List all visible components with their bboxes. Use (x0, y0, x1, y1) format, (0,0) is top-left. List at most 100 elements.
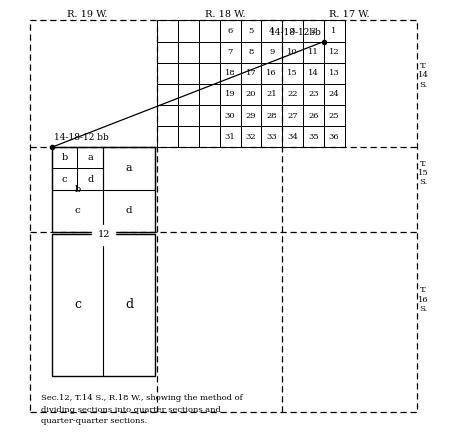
Bar (324, 63, 345, 84)
Text: 34: 34 (287, 133, 298, 141)
Text: d: d (126, 206, 133, 215)
Text: 4: 4 (269, 27, 274, 35)
Text: 12: 12 (97, 230, 110, 239)
Bar (77, 168, 104, 190)
Text: 18: 18 (225, 69, 235, 78)
Text: b: b (74, 185, 81, 194)
Text: 28: 28 (266, 112, 277, 120)
Text: 22: 22 (287, 90, 298, 98)
Text: 19: 19 (225, 90, 235, 98)
Text: 35: 35 (308, 133, 319, 141)
Bar (220, 20, 240, 42)
Text: T.
15
S.: T. 15 S. (418, 159, 428, 186)
Text: d: d (87, 174, 94, 184)
Bar (158, 105, 178, 126)
Bar (282, 42, 303, 63)
Text: 17: 17 (246, 69, 256, 78)
Bar (261, 105, 282, 126)
Text: R. 17 W.: R. 17 W. (329, 10, 370, 19)
Text: 9: 9 (269, 48, 274, 56)
Text: 24: 24 (329, 90, 339, 98)
Bar (52, 147, 155, 232)
Bar (324, 84, 345, 105)
Text: T.
16
S.: T. 16 S. (418, 286, 428, 313)
Text: 15: 15 (287, 69, 298, 78)
Text: a: a (88, 153, 93, 162)
Bar (52, 234, 155, 376)
Bar (240, 126, 261, 147)
Bar (52, 147, 104, 190)
Text: 27: 27 (287, 112, 298, 120)
Bar (240, 20, 261, 42)
Bar (282, 126, 303, 147)
Bar (303, 20, 324, 42)
Bar (261, 126, 282, 147)
Bar (199, 126, 220, 147)
Bar (261, 42, 282, 63)
Bar (178, 126, 199, 147)
Text: T.
14
S.: T. 14 S. (418, 62, 428, 89)
Bar (240, 105, 261, 126)
Bar (52, 168, 77, 190)
Text: 14-18-12 bb: 14-18-12 bb (54, 133, 108, 142)
Text: 13: 13 (329, 69, 339, 78)
Bar (282, 20, 303, 42)
Bar (178, 84, 199, 105)
Bar (240, 42, 261, 63)
Text: 14-18-12bb: 14-18-12bb (270, 28, 322, 36)
Text: b: b (61, 153, 68, 162)
Bar (199, 42, 220, 63)
Bar (199, 63, 220, 84)
Text: 7: 7 (227, 48, 233, 56)
Bar (178, 63, 199, 84)
Text: 31: 31 (225, 133, 235, 141)
Text: 2: 2 (310, 27, 316, 35)
Bar (220, 126, 240, 147)
Text: 8: 8 (248, 48, 254, 56)
Bar (303, 105, 324, 126)
Text: 23: 23 (308, 90, 319, 98)
Text: 36: 36 (329, 133, 339, 141)
Text: c: c (75, 206, 81, 215)
Text: Sec.12, T.14 S., R.18 W., showing the method of
dividing sections into quarter s: Sec.12, T.14 S., R.18 W., showing the me… (41, 394, 243, 425)
Text: 12: 12 (329, 48, 339, 56)
Text: 14: 14 (308, 69, 319, 78)
Text: 16: 16 (266, 69, 277, 78)
Text: 26: 26 (308, 112, 319, 120)
Text: 3: 3 (290, 27, 295, 35)
Text: 32: 32 (246, 133, 256, 141)
Text: c: c (62, 174, 67, 184)
Text: a: a (126, 164, 133, 174)
Bar (303, 126, 324, 147)
Text: 25: 25 (329, 112, 339, 120)
Bar (240, 84, 261, 105)
Bar (220, 63, 240, 84)
Bar (77, 147, 104, 168)
Bar (282, 84, 303, 105)
Bar (178, 20, 199, 42)
Bar (303, 42, 324, 63)
Bar (324, 42, 345, 63)
Text: 11: 11 (308, 48, 319, 56)
Bar (324, 20, 345, 42)
Bar (261, 63, 282, 84)
Bar (158, 126, 178, 147)
Bar (261, 20, 282, 42)
Text: 33: 33 (266, 133, 277, 141)
Text: d: d (125, 298, 133, 311)
Text: 1: 1 (331, 27, 337, 35)
Bar (158, 20, 178, 42)
Text: 21: 21 (266, 90, 277, 98)
Bar (220, 84, 240, 105)
Bar (220, 42, 240, 63)
Bar (303, 63, 324, 84)
Text: 30: 30 (225, 112, 235, 120)
Text: c: c (74, 298, 81, 311)
Bar (324, 105, 345, 126)
Text: R. 19 W.: R. 19 W. (67, 10, 108, 19)
Bar (199, 84, 220, 105)
Bar (282, 63, 303, 84)
Text: 6: 6 (228, 27, 233, 35)
Bar (303, 84, 324, 105)
Bar (178, 42, 199, 63)
